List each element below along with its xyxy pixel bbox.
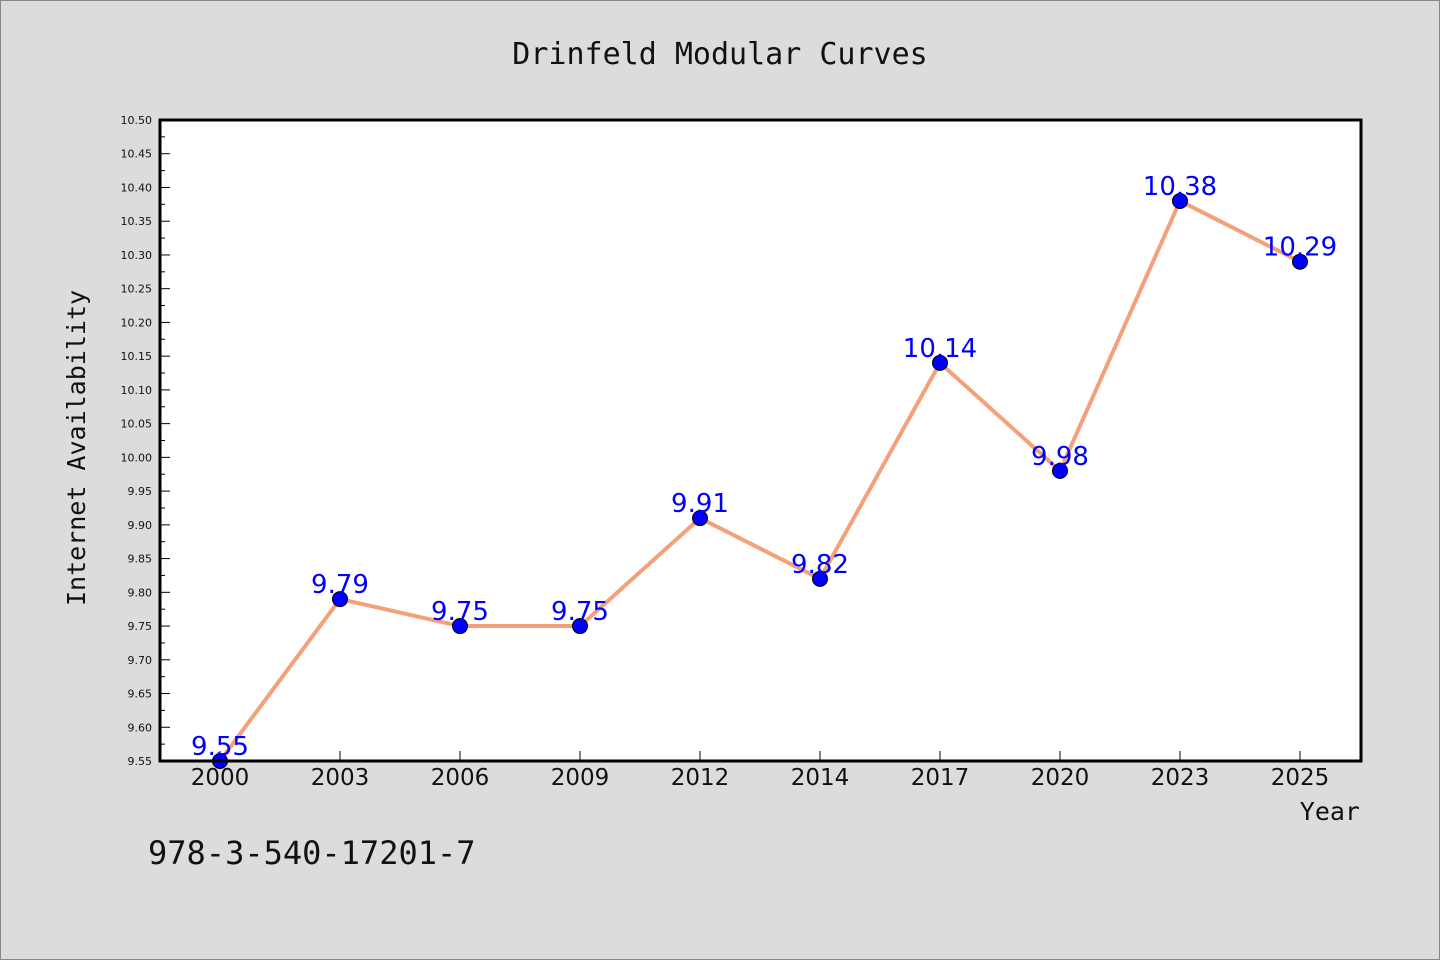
data-point — [1172, 192, 1188, 209]
data-label: 9.91 — [671, 489, 729, 519]
y-tick-label: 9.75 — [128, 620, 153, 633]
data-label: 10.29 — [1263, 233, 1337, 263]
y-tick-label: 9.70 — [128, 654, 153, 667]
y-tick-label: 9.90 — [128, 519, 153, 532]
x-tick-label: 2014 — [791, 765, 850, 791]
data-point — [1052, 462, 1068, 479]
y-tick-label: 10.15 — [121, 350, 153, 363]
x-axis-label: Year — [1300, 797, 1360, 826]
y-tick-label: 10.40 — [121, 181, 153, 194]
data-label: 9.75 — [431, 597, 489, 627]
y-tick-label: 9.85 — [128, 553, 153, 566]
data-point — [332, 591, 348, 608]
y-tick-label: 9.55 — [128, 755, 153, 768]
y-tick-label: 10.50 — [121, 114, 153, 127]
y-axis-label: Internet Availability — [62, 290, 91, 606]
x-tick-label: 2000 — [191, 765, 250, 791]
data-point — [572, 618, 588, 635]
y-tick-label: 10.20 — [121, 316, 153, 329]
isbn-annotation: 978-3-540-17201-7 — [148, 834, 476, 872]
y-tick-label: 10.00 — [121, 451, 153, 464]
data-label: 9.79 — [311, 570, 369, 600]
plot-area — [160, 120, 1361, 761]
data-label: 10.14 — [903, 334, 977, 364]
x-tick-label: 2020 — [1031, 765, 1090, 791]
y-tick-label: 10.25 — [121, 283, 153, 296]
data-point — [932, 354, 948, 371]
data-label: 10.38 — [1143, 172, 1217, 202]
y-tick-label: 10.35 — [121, 215, 153, 228]
x-tick-label: 2003 — [311, 765, 370, 791]
data-label: 9.82 — [791, 550, 849, 580]
y-tick-label: 10.05 — [121, 418, 153, 431]
data-label: 9.98 — [1031, 442, 1089, 472]
x-tick-label: 2017 — [911, 765, 970, 791]
x-tick-label: 2006 — [431, 765, 490, 791]
data-label: 9.75 — [551, 597, 609, 627]
data-point — [692, 510, 708, 527]
series-line — [218, 198, 1301, 763]
series-group: 9.55 9.79 9.75 9.75 9.91 9.82 10.14 9.98 10.38 10… — [191, 172, 1337, 769]
data-label: 9.55 — [191, 732, 249, 762]
y-tick-label: 9.95 — [128, 485, 153, 498]
y-tick-label: 9.65 — [128, 688, 153, 701]
y-tick-label: 10.45 — [121, 148, 153, 161]
plot-border — [158, 118, 1363, 763]
x-axis-ticks: 2000 2003 2006 2009 2012 2014 2017 2020 2023 2025 — [191, 751, 1330, 791]
y-tick-label: 9.80 — [128, 586, 153, 599]
data-point — [1292, 253, 1308, 270]
x-tick-label: 2023 — [1151, 765, 1210, 791]
data-point — [812, 570, 828, 587]
y-axis-ticks: 9.55 9.60 9.65 9.70 9.75 9.80 9.85 9.90 9.95 10.0… — [121, 114, 170, 768]
data-point — [452, 618, 468, 635]
chart-title: Drinfeld Modular Curves — [512, 37, 927, 72]
x-tick-label: 2025 — [1271, 765, 1330, 791]
x-tick-label: 2009 — [551, 765, 610, 791]
y-tick-label: 9.60 — [128, 721, 153, 734]
y-tick-label: 10.30 — [121, 249, 153, 262]
x-tick-label: 2012 — [671, 765, 730, 791]
y-tick-label: 10.10 — [121, 384, 153, 397]
